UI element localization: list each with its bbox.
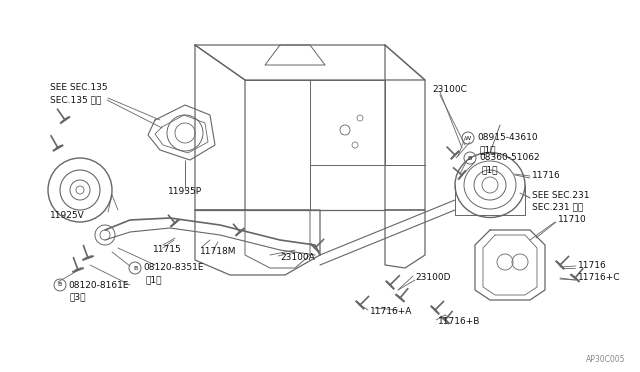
Text: 23100C: 23100C (432, 86, 467, 94)
Text: 23100D: 23100D (415, 273, 451, 282)
Text: 11710: 11710 (558, 215, 587, 224)
Text: 〈1〉: 〈1〉 (481, 166, 497, 174)
Text: 11718M: 11718M (200, 247, 237, 257)
Text: SEE SEC.135: SEE SEC.135 (50, 83, 108, 93)
Text: AP30C005: AP30C005 (586, 356, 625, 365)
Text: 11935P: 11935P (168, 187, 202, 196)
Text: SEE SEC.231: SEE SEC.231 (532, 190, 589, 199)
Text: 08120-8351E: 08120-8351E (143, 263, 204, 273)
Text: B: B (58, 282, 62, 288)
Text: 08360-51062: 08360-51062 (479, 154, 540, 163)
Text: SEC.231 参照: SEC.231 参照 (532, 202, 583, 212)
Text: 〈1〉: 〈1〉 (479, 145, 495, 154)
Text: 11716+B: 11716+B (438, 317, 481, 327)
Text: 11925V: 11925V (50, 211, 84, 219)
Text: SEC.135 参照: SEC.135 参照 (50, 96, 101, 105)
Text: 〈1〉: 〈1〉 (145, 276, 161, 285)
Text: 08915-43610: 08915-43610 (477, 134, 538, 142)
Text: W: W (465, 135, 471, 141)
Text: 11716+C: 11716+C (578, 273, 621, 282)
Text: 23100A: 23100A (280, 253, 315, 263)
Text: B: B (468, 155, 472, 160)
Text: 11716: 11716 (532, 170, 561, 180)
Text: 〈3〉: 〈3〉 (70, 292, 86, 301)
Text: 11716+A: 11716+A (370, 308, 412, 317)
Text: 11716: 11716 (578, 260, 607, 269)
Text: 08120-8161E: 08120-8161E (68, 280, 129, 289)
Text: 11715: 11715 (153, 246, 182, 254)
Text: B: B (133, 266, 137, 270)
